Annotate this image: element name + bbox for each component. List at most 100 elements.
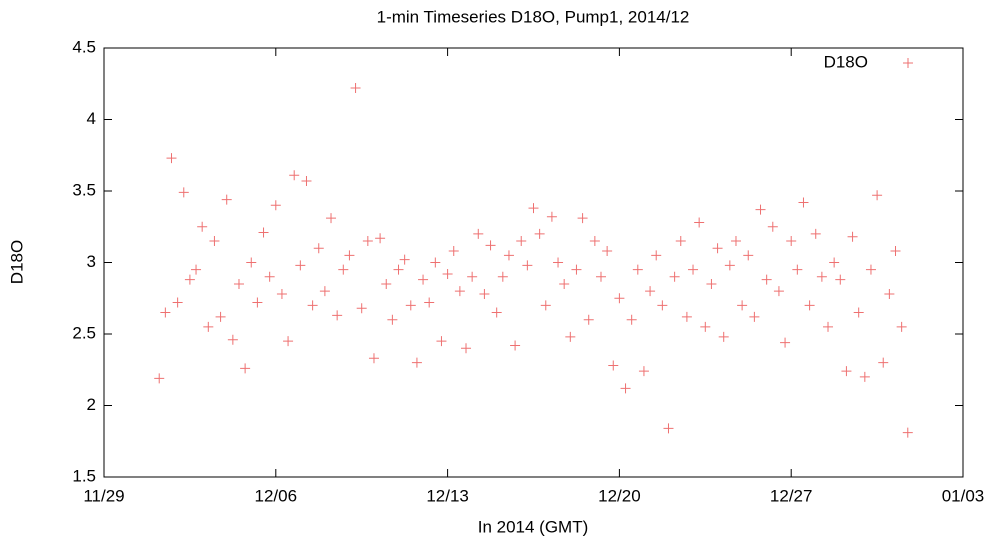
legend-marker [903,58,913,68]
point [485,240,496,251]
point [332,310,343,321]
point [595,271,606,282]
point [356,303,367,314]
point [786,236,797,247]
point [835,274,846,285]
point [399,254,410,265]
point [221,194,232,205]
point [626,314,637,325]
point [730,236,741,247]
point [154,373,165,384]
point [534,228,545,239]
point [841,366,852,377]
point [522,260,533,271]
point [565,331,576,342]
point [203,321,214,332]
point [700,321,711,332]
x-axis-label: In 2014 (GMT) [478,517,589,536]
point [454,286,465,297]
point [706,278,717,289]
point [632,264,643,275]
point [307,300,318,311]
point [577,213,588,224]
point [448,246,459,257]
point [491,307,502,318]
point [810,228,821,239]
point [418,274,429,285]
point [829,257,840,268]
point [301,175,312,186]
point [620,383,631,394]
point [638,366,649,377]
point [749,311,760,322]
point [651,250,662,261]
point [387,314,398,325]
point [344,250,355,261]
point [362,236,373,247]
point [350,83,361,94]
y-tick-label: 4 [87,109,96,128]
point [559,278,570,289]
point [865,264,876,275]
point [375,233,386,244]
point [902,427,913,438]
point [583,314,594,325]
point [878,357,889,368]
y-tick-label: 2.5 [72,323,96,342]
point [473,228,484,239]
point [718,331,729,342]
y-tick-label: 2 [87,395,96,414]
point [246,257,257,268]
point [233,278,244,289]
point [872,190,883,201]
point [381,278,392,289]
x-tick-label: 01/03 [942,486,985,505]
x-tick-label: 12/13 [426,486,469,505]
point [338,264,349,275]
point [663,423,674,434]
point [645,286,656,297]
point [411,357,422,368]
point [252,297,263,308]
point [240,363,251,374]
point [761,274,772,285]
point [326,213,337,224]
point [853,307,864,318]
point [319,286,330,297]
point [755,204,766,215]
point [816,271,827,282]
point [712,243,723,254]
point [430,257,441,268]
point [737,300,748,311]
point [184,274,195,285]
point [178,187,189,198]
point [227,334,238,345]
point [553,257,564,268]
point [215,311,226,322]
point [497,271,508,282]
point [270,200,281,211]
point [546,211,557,222]
point [823,321,834,332]
legend-label: D18O [824,52,868,71]
chart-title: 1-min Timeseries D18O, Pump1, 2014/12 [377,7,690,26]
x-tick-label: 12/20 [598,486,641,505]
x-tick-label: 11/29 [83,486,124,505]
point [896,321,907,332]
point [442,268,453,279]
point [847,231,858,242]
point [467,271,478,282]
point [283,336,294,347]
x-tick-label: 12/27 [770,486,813,505]
point [424,297,435,308]
point [313,243,324,254]
point [804,300,815,311]
point [516,236,527,247]
point [724,260,735,271]
point [197,221,208,232]
point [571,264,582,275]
point [681,311,692,322]
point [773,286,784,297]
y-axis-label: D18O [7,240,26,284]
